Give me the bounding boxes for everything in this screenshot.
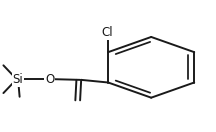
Text: Cl: Cl — [101, 27, 113, 39]
Text: Si: Si — [13, 73, 23, 86]
Text: O: O — [45, 73, 54, 86]
